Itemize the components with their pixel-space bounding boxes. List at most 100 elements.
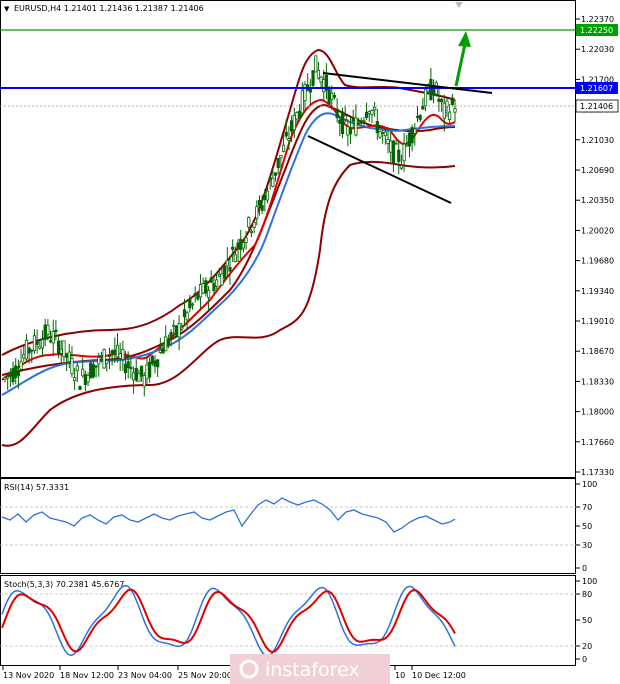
candle-body: [241, 242, 245, 249]
candle-body: [247, 217, 251, 228]
candle-body: [174, 325, 179, 336]
candle-body: [239, 238, 243, 250]
price-tick-label: 1.22030: [581, 45, 614, 54]
channel-lower-line[interactable]: [307, 135, 452, 204]
candle-body: [81, 368, 85, 377]
candle-body: [134, 368, 138, 381]
candle-body: [206, 290, 211, 298]
scroll-marker-icon[interactable]: [455, 2, 463, 8]
candle-body: [298, 110, 302, 119]
candle-body: [182, 309, 187, 318]
candle-body: [107, 354, 112, 357]
candle-body: [110, 350, 114, 354]
candle-body: [75, 365, 79, 372]
candle-body: [102, 349, 106, 369]
candle-body: [172, 324, 176, 327]
candle-body: [413, 128, 417, 134]
candle-body: [319, 76, 323, 83]
green-price-tag: [576, 24, 618, 36]
candle-body: [405, 143, 409, 147]
chart-dropdown-icon[interactable]: ▼: [4, 5, 10, 13]
candle-body: [43, 324, 47, 340]
candle-body: [295, 111, 299, 120]
candle-body: [290, 120, 294, 132]
candle-body: [32, 335, 37, 351]
candle-body: [252, 222, 256, 228]
candle-body: [46, 324, 50, 335]
candle-body: [450, 97, 454, 106]
candle-body: [14, 365, 18, 378]
candle-body: [348, 127, 353, 135]
candle-body: [375, 121, 379, 134]
candle-body: [86, 374, 90, 383]
candle-body: [373, 106, 377, 111]
candle-body: [19, 361, 23, 370]
rsi-tick-label: 70: [582, 503, 592, 512]
chart-title: EURUSD,H4 1.21401 1.21436 1.21387 1.2140…: [14, 4, 204, 13]
candle-body: [193, 293, 197, 296]
candle-body: [327, 87, 331, 104]
candle-body: [268, 177, 272, 181]
candle-body: [153, 360, 157, 367]
rsi-tick-label: 30: [582, 541, 592, 550]
candle-body: [56, 340, 61, 354]
price-tick-label: 1.21030: [581, 136, 614, 145]
candle-body: [236, 242, 240, 250]
candle-body: [164, 336, 168, 352]
candle-body: [255, 206, 259, 219]
stoch-tick-label: 50: [582, 616, 592, 625]
candle-body: [437, 98, 441, 102]
candle-body: [231, 246, 235, 250]
channel-upper-line[interactable]: [322, 72, 493, 94]
candle-body: [105, 360, 109, 364]
rsi-line: [1, 497, 456, 533]
candle-body: [260, 205, 264, 211]
candle-body: [440, 99, 444, 103]
rsi-tick-label: 100: [582, 480, 597, 489]
candle-body: [271, 177, 275, 187]
candle-body: [316, 69, 320, 79]
candle-body: [73, 377, 77, 382]
candle-body: [185, 312, 189, 321]
candle-body: [137, 373, 141, 382]
candle-body: [59, 348, 63, 354]
candle-body: [123, 363, 128, 374]
watermark-text: instaforex: [265, 659, 360, 681]
candle-body: [65, 353, 69, 358]
candle-body: [113, 349, 117, 355]
candle-body: [3, 377, 7, 380]
candle-body: [16, 372, 20, 376]
candle-body: [48, 340, 53, 343]
candle-body: [308, 88, 312, 93]
breakout-arrow: [454, 43, 467, 87]
candle-body: [166, 338, 170, 346]
candle-body: [83, 374, 87, 385]
candle-body: [421, 105, 425, 110]
green-price-label: 1.22250: [580, 26, 613, 35]
candle-body: [351, 118, 355, 122]
candle-body: [94, 365, 98, 368]
candle-body: [118, 353, 122, 359]
candle-body: [8, 371, 12, 377]
price-tick-label: 1.17330: [581, 468, 614, 477]
candle-body: [340, 111, 345, 135]
candle-body: [40, 339, 45, 349]
candle-body: [423, 88, 428, 106]
candle-body: [311, 70, 315, 86]
blue-price-label: 1.21607: [580, 84, 613, 93]
candle-body: [362, 120, 366, 123]
candle-body: [97, 357, 101, 365]
rsi-tick-label: 50: [582, 522, 592, 531]
price-tick-label: 1.20350: [581, 196, 614, 205]
price-tick-label: 1.18000: [581, 408, 614, 417]
price-tick-label: 1.20690: [581, 166, 614, 175]
candle-body: [91, 364, 95, 378]
candle-body: [148, 361, 152, 378]
candle-body: [30, 349, 34, 352]
candle-body: [292, 115, 296, 131]
candle-body: [233, 254, 237, 263]
candle-body: [343, 115, 347, 120]
price-tick-label: 1.22370: [581, 15, 614, 24]
candle-body: [287, 138, 291, 141]
time-tick-label: 13 Nov 2020: [3, 671, 54, 680]
